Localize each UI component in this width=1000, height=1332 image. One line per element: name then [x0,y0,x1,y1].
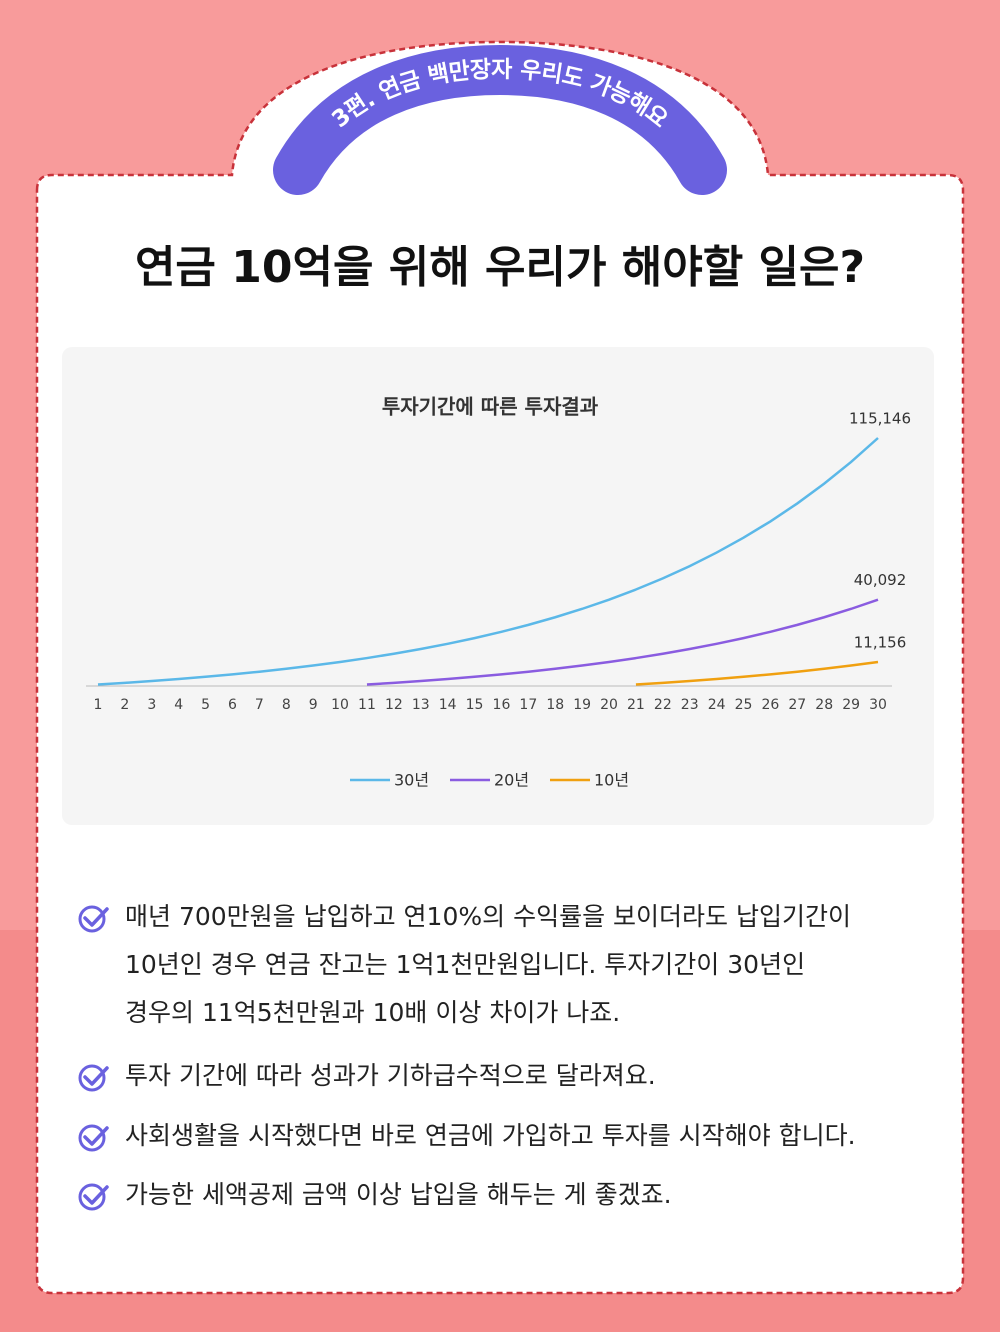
data-label: 40,092 [854,571,907,589]
chart-title: 투자기간에 따른 투자결과 [382,395,599,419]
legend-label: 10년 [594,771,629,790]
x-tick-label: 2 [120,697,129,713]
check-mark [83,1185,109,1205]
bullet-text: 사회생활을 시작했다면 바로 연금에 가입하고 투자를 시작해야 합니다. [125,1121,856,1150]
x-tick-label: 19 [573,697,591,713]
series-line [97,437,879,686]
check-mark [83,1066,109,1086]
x-tick-label: 23 [681,697,699,713]
x-tick-label: 13 [412,697,430,713]
x-tick-label: 26 [761,697,779,713]
series-line [366,598,879,686]
legend-label: 30년 [394,771,429,790]
check-mark [83,1126,109,1146]
check-mark [83,907,109,927]
check-icon [78,905,106,933]
x-tick-label: 20 [600,697,618,713]
x-tick-label: 28 [815,697,833,713]
title: 연금 10억을 위해 우리가 해야할 일은? [135,242,865,293]
bullets: 매년 700만원을 납입하고 연10%의 수익률을 보이더라도 납입기간이 10년… [78,902,856,1211]
x-tick-label: 10 [331,697,349,713]
x-tick-label: 22 [654,697,672,713]
check-icon [78,1183,106,1211]
x-tick-label: 3 [147,697,156,713]
x-tick-label: 4 [174,697,183,713]
x-tick-label: 15 [466,697,484,713]
x-tick-label: 27 [788,697,806,713]
x-tick-label: 30 [869,697,887,713]
x-tick-label: 12 [385,697,403,713]
x-tick-label: 6 [228,697,237,713]
data-label: 11,156 [854,633,907,651]
bullet-text: 매년 700만원을 납입하고 연10%의 수익률을 보이더라도 납입기간이 [125,902,851,931]
x-tick-label: 1 [94,697,103,713]
badge-bg [273,44,727,195]
bullet-text: 투자 기간에 따라 성과가 기하급수적으로 달라져요. [125,1061,656,1090]
legend-label: 20년 [494,771,529,790]
x-tick-label: 25 [735,697,753,713]
x-tick-label: 16 [493,697,511,713]
data-label: 115,146 [849,410,911,428]
check-icon [78,1124,106,1152]
bullet-text: 10년인 경우 연금 잔고는 1억1천만원입니다. 투자기간이 30년인 [125,950,805,979]
x-tick-label: 29 [842,697,860,713]
x-tick-label: 17 [519,697,537,713]
chart-area [62,347,934,825]
x-tick-label: 24 [708,697,726,713]
check-icon [78,1064,106,1092]
x-tick-label: 21 [627,697,645,713]
x-tick-label: 11 [358,697,376,713]
x-tick-label: 9 [309,697,318,713]
series-line [635,660,879,686]
x-tick-label: 18 [546,697,564,713]
x-tick-label: 5 [201,697,210,713]
bullet-text: 가능한 세액공제 금액 이상 납입을 해두는 게 좋겠죠. [125,1180,672,1209]
x-tick-label: 8 [282,697,291,713]
bullet-text: 경우의 11억5천만원과 10배 이상 차이가 나죠. [125,998,620,1027]
x-tick-label: 14 [439,697,457,713]
x-tick-label: 7 [255,697,264,713]
